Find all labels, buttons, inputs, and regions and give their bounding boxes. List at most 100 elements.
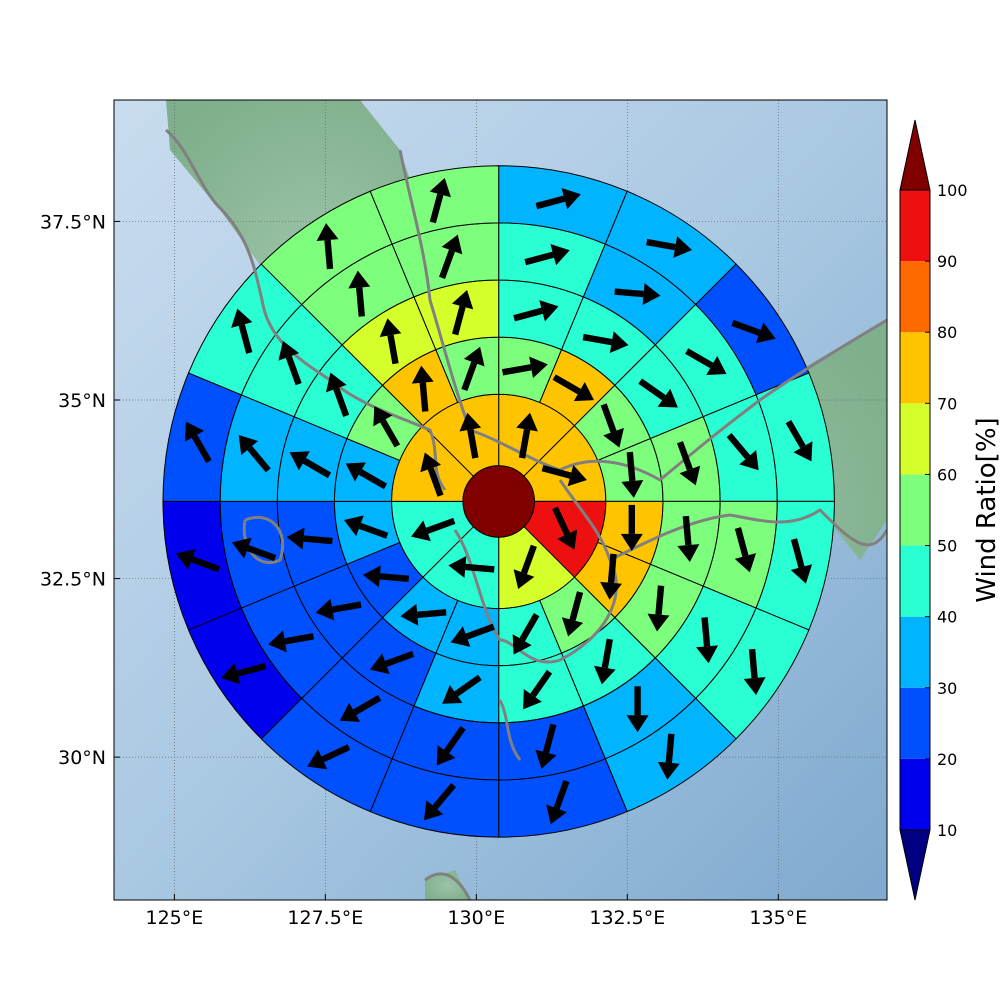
wind-arrow: [614, 283, 661, 306]
coastline: [469, 318, 887, 482]
wind-arrow: [325, 372, 350, 417]
map-area: [114, 100, 887, 900]
wind-arrow: [638, 378, 678, 408]
wind-arrow: [315, 598, 362, 621]
colorbar-bin: [900, 332, 930, 404]
center-sector: [462, 465, 535, 538]
wind-arrow: [677, 515, 700, 562]
wind-arrow: [512, 613, 540, 655]
wind-arrow: [175, 548, 221, 573]
colorbar-tick-label: 100: [937, 181, 968, 200]
wind-arrow: [238, 435, 271, 473]
wind-arrow: [439, 234, 463, 279]
colorbar-tick-label: 40: [937, 608, 957, 627]
wind-arrow: [221, 662, 267, 685]
coastline: [165, 128, 447, 491]
colorbar-tick-label: 90: [937, 252, 957, 271]
colorbar-extend-low: [899, 829, 931, 901]
x-tick-label: 132.5°E: [589, 907, 665, 929]
wind-arrow: [535, 188, 581, 210]
wind-arrow: [420, 452, 444, 497]
wind-arrow: [268, 630, 315, 653]
colorbar-label: Wind Ratio[%]: [972, 417, 1000, 602]
wind-arrow: [523, 669, 553, 710]
wind-arrow: [278, 340, 302, 386]
wind-arrow: [546, 779, 570, 825]
coastline: [498, 699, 522, 761]
wind-arrow: [343, 515, 389, 539]
wind-arrow: [513, 544, 537, 590]
colorbar-bin: [900, 616, 930, 688]
wind-arrow: [552, 506, 578, 550]
wind-arrow: [524, 244, 570, 266]
wind-arrow: [450, 623, 495, 647]
wind-arrow: [362, 565, 410, 588]
x-tick-label: 135°E: [749, 907, 807, 929]
wind-arrow: [620, 504, 643, 551]
wind-arrow: [369, 650, 415, 675]
wind-direction-arrows: [175, 177, 813, 825]
coastline: [424, 872, 472, 900]
wind-arrow: [600, 553, 622, 600]
wind-arrow: [600, 403, 624, 448]
colorbar-bin: [900, 261, 930, 333]
colorbar-frame: [899, 189, 931, 831]
wind-arrow: [442, 674, 482, 704]
colorbar: 10 20 30 40 50 60 70 80 90 100: [899, 119, 968, 901]
wind-arrow: [731, 319, 776, 344]
wind-arrow: [345, 462, 388, 490]
wind-arrow: [373, 406, 401, 448]
wind-arrow: [307, 744, 351, 770]
coastline: [609, 508, 887, 562]
wind-ratio-sectors: [162, 165, 835, 838]
colorbar-bin: [900, 545, 930, 617]
wind-arrow: [501, 356, 548, 379]
wind-arrow: [726, 432, 759, 471]
colorbar-tick-label: 10: [937, 821, 957, 840]
y-tick-label: 30°N: [58, 747, 106, 769]
colorbar-bin: [900, 474, 930, 546]
colorbar-tick-label: 80: [937, 323, 957, 342]
wind-arrow: [561, 591, 584, 637]
wind-arrow: [685, 348, 727, 376]
colorbar-extend-high: [899, 119, 931, 191]
wind-arrow: [400, 603, 447, 626]
coastline: [453, 479, 618, 664]
wind-arrow: [657, 733, 680, 780]
wind-arrow: [411, 517, 456, 542]
wind-arrow: [339, 695, 382, 722]
wind-arrow: [459, 412, 482, 459]
wind-arrow: [231, 537, 277, 562]
wind-arrow: [621, 451, 644, 498]
y-tick-label: 37.5°N: [40, 211, 106, 233]
colorbar-tick-label: 70: [937, 394, 957, 413]
colorbar-tick-label: 30: [937, 679, 957, 698]
map-frame: [113, 99, 888, 901]
wind-arrow: [535, 723, 557, 769]
wind-arrow: [451, 290, 474, 336]
colorbar-bin: [900, 758, 930, 830]
wind-arrow: [289, 451, 332, 479]
wind-arrow: [541, 465, 587, 487]
wind-arrow: [593, 638, 616, 685]
x-axis-ticks: 125°E 127.5°E 130°E 132.5°E 135°E: [146, 894, 807, 929]
wind-arrow: [785, 419, 813, 462]
wind-arrow: [646, 236, 692, 258]
colorbar-bin: [900, 687, 930, 759]
coastline: [398, 149, 472, 431]
wind-arrow: [316, 223, 339, 270]
y-tick-label: 35°N: [58, 390, 106, 412]
wind-arrow: [516, 412, 538, 459]
wind-arrow: [184, 421, 212, 464]
wind-arrow: [626, 686, 649, 733]
wind-arrow: [790, 538, 813, 584]
x-tick-label: 130°E: [447, 907, 505, 929]
wind-arrow: [582, 331, 629, 353]
y-axis-ticks: 30°N 32.5°N 35°N 37.5°N: [40, 211, 120, 769]
wind-arrow: [743, 648, 766, 695]
wind-arrow: [448, 555, 495, 578]
wind-arrow: [429, 177, 451, 224]
wind-arrow: [411, 365, 434, 412]
